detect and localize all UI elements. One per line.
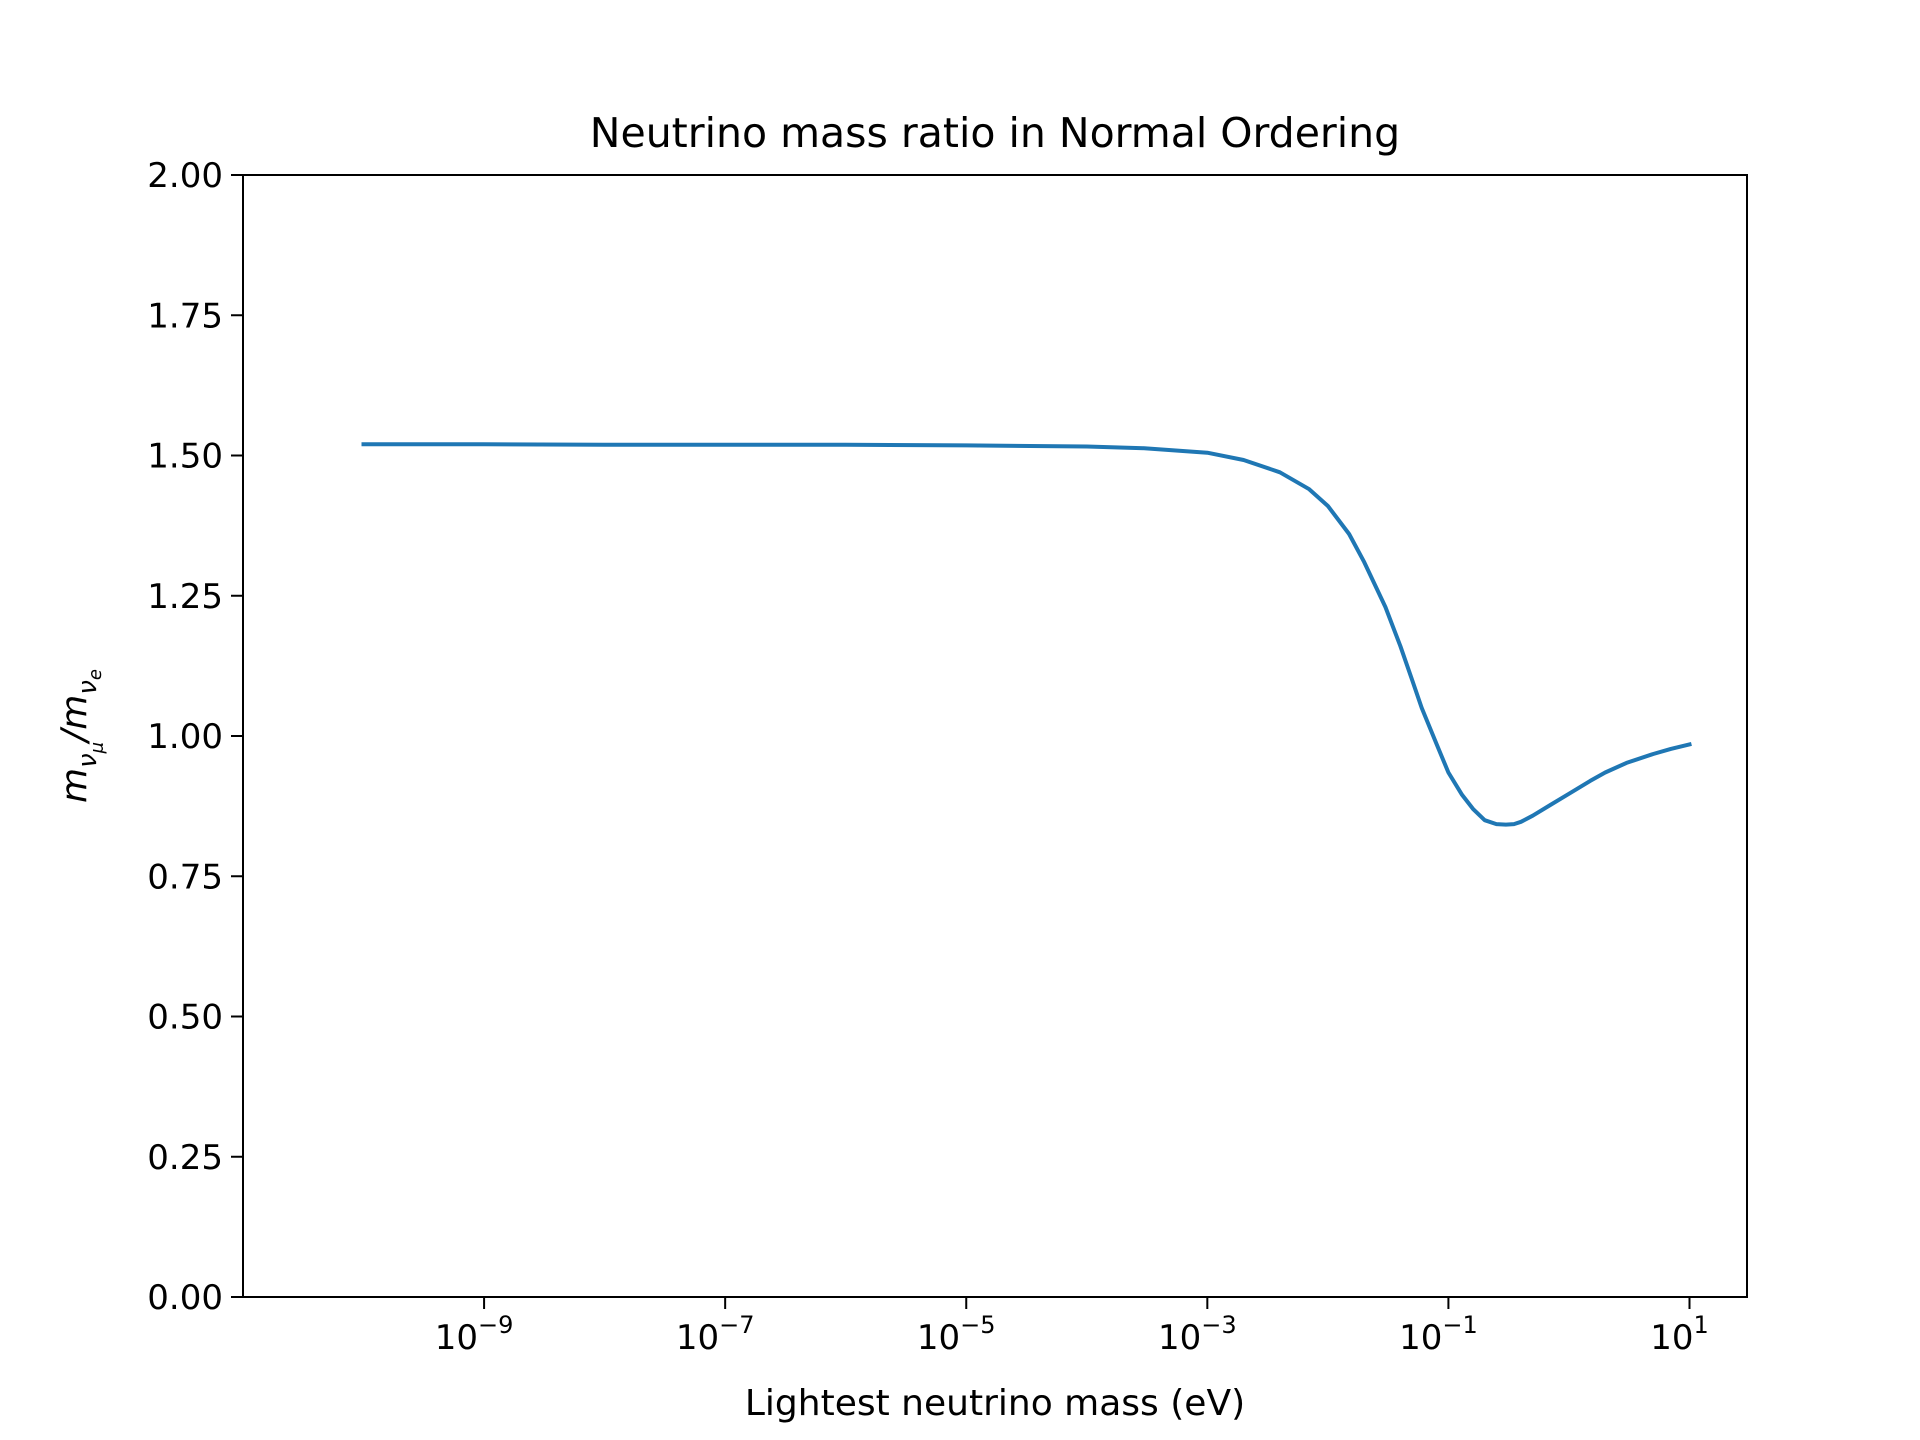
plot-frame xyxy=(242,174,1748,1298)
x-tick-label: 10−3 xyxy=(1158,1311,1237,1358)
plot-area xyxy=(243,175,1747,1297)
y-tick-label: 1.50 xyxy=(147,437,223,477)
y-tick-label: 0.50 xyxy=(147,998,223,1038)
x-axis-ticks: 10−9 10−7 10−5 10−3 10−1 101 xyxy=(435,1297,1709,1358)
x-tick-label: 10−1 xyxy=(1399,1311,1478,1358)
y-tick-label: 1.75 xyxy=(147,296,223,336)
y-axis-ticks: 0.00 0.25 0.50 0.75 1.00 1.25 1.50 1.75 2.00 xyxy=(147,156,243,1318)
x-axis-label: Lightest neutrino mass (eV) xyxy=(745,1383,1245,1424)
x-tick-label: 10−7 xyxy=(676,1311,755,1358)
y-tick-label: 2.00 xyxy=(147,156,223,196)
x-tick-label: 101 xyxy=(1650,1311,1709,1358)
y-tick-label: 0.25 xyxy=(147,1138,223,1178)
y-tick-label: 1.00 xyxy=(147,717,223,757)
x-tick-label: 10−9 xyxy=(435,1311,514,1358)
y-tick-label: 0.00 xyxy=(147,1278,223,1318)
series-line xyxy=(361,442,1692,827)
y-tick-label: 1.25 xyxy=(147,577,223,617)
y-axis-label: mνμ/mνe xyxy=(54,669,108,803)
chart-title: Neutrino mass ratio in Normal Ordering xyxy=(590,109,1400,157)
x-tick-label: 10−5 xyxy=(917,1311,996,1358)
y-tick-label: 0.75 xyxy=(147,857,223,897)
